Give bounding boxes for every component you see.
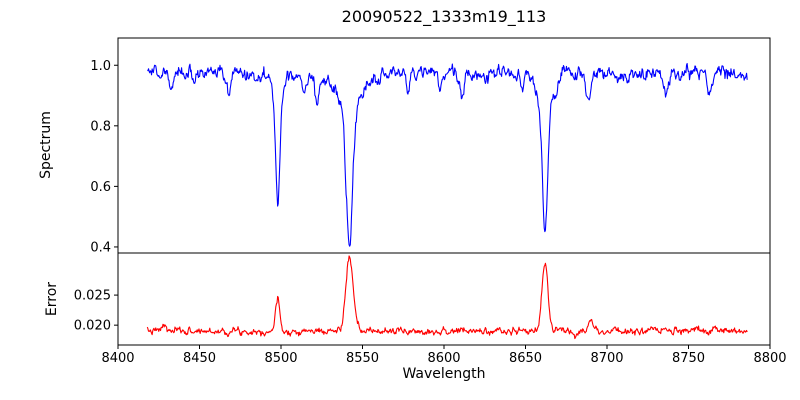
x-tick-label: 8500: [264, 351, 297, 366]
x-axis-label: Wavelength: [402, 366, 486, 382]
x-tick-label: 8750: [672, 351, 705, 366]
spectrum-y-tick-label: 1.0: [90, 59, 111, 74]
x-tick-label: 8650: [509, 351, 542, 366]
x-tick-label: 8400: [101, 351, 134, 366]
x-tick-label: 8450: [183, 351, 216, 366]
x-tick-label: 8800: [753, 351, 786, 366]
error-y-tick-label: 0.020: [74, 319, 111, 334]
spectrum-y-tick-label: 0.4: [90, 240, 111, 255]
spectrum-y-tick-label: 0.6: [90, 180, 111, 195]
x-tick-label: 8550: [346, 351, 379, 366]
error-line: [146, 255, 748, 340]
plot-title: 20090522_1333m19_113: [341, 7, 547, 26]
spectrum-y-tick-label: 0.8: [90, 119, 111, 134]
x-tick-label: 8600: [427, 351, 460, 366]
spectrum-line: [147, 62, 748, 247]
x-tick-label: 8700: [590, 351, 623, 366]
error-y-tick-label: 0.025: [74, 289, 111, 304]
